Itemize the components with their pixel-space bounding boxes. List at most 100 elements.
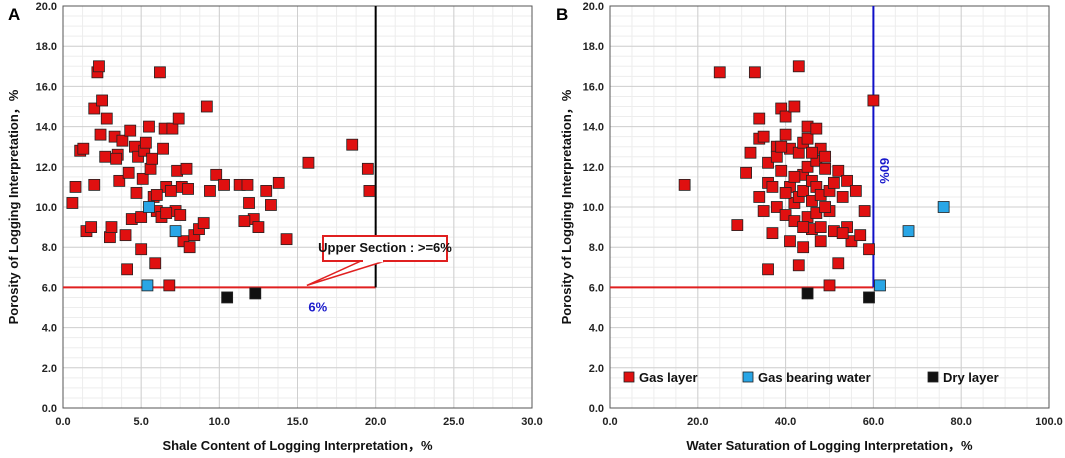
panel-a-point-gas-layer — [204, 185, 216, 197]
panel-b-point-gas-layer — [810, 122, 823, 135]
panel-a-point-gas-layer — [238, 215, 251, 227]
panel-b-legend-label: Gas bearing water — [758, 370, 871, 385]
panel-a-point-gas-layer — [144, 162, 157, 175]
panel-a-point-gas-layer — [136, 172, 149, 185]
panel-a-point-gas-layer — [172, 112, 185, 125]
panel-a-y-tick-label: 10.0 — [36, 202, 57, 214]
panel-b-point-gas-layer — [762, 263, 774, 276]
panel-b-point-gas-layer — [766, 227, 779, 240]
panel-b-point-gas-layer — [806, 195, 818, 207]
panel-a-point-gas-layer — [149, 257, 162, 270]
panel-b-point-gas-layer — [779, 110, 792, 123]
panel-b-point-gas-layer — [832, 257, 845, 270]
panel-b-point-gas-layer — [792, 259, 805, 272]
panel-a-x-axis-label: Shale Content of Logging Interpretation，… — [162, 438, 433, 453]
panel-b-point-gas-layer — [788, 100, 801, 113]
panel-a-point-gas-layer — [130, 187, 143, 199]
panel-a-point-gas-layer — [66, 197, 79, 209]
panel-b-y-tick-label: 2.0 — [589, 363, 604, 375]
panel-b-point-gas-layer — [744, 146, 757, 159]
panel-b-x-tick-label: 20.0 — [687, 416, 708, 428]
panel-b-point-gas-layer — [792, 146, 805, 159]
panel-b-legend-swatch — [927, 371, 939, 383]
panel-b-point-gas-layer — [863, 243, 875, 256]
panel-b-point-gas-layer — [775, 140, 788, 153]
panel-a-callout-box — [322, 235, 448, 262]
panel-b-point-gas-layer — [757, 130, 770, 143]
panel-b-y-tick-label: 0.0 — [589, 403, 604, 415]
panel-a-point-gas-layer — [132, 150, 144, 163]
panel-b-point-gas-layer — [845, 235, 858, 248]
panel-a-point-gas-layer — [180, 162, 193, 175]
panel-b-point-gas-layer — [792, 60, 805, 73]
panel-b-point-gas-layer — [779, 128, 792, 141]
panel-a-point-gas-layer — [85, 221, 98, 234]
panel-b-point-gas-layer — [806, 146, 818, 159]
panel-b-point-gas-layer — [753, 191, 766, 203]
panel-a-point-gas-layer — [218, 178, 230, 191]
panel-a-point-gas-layer — [93, 60, 105, 73]
panel-a-callout-pointer — [306, 260, 386, 287]
panel-a-point-gas-layer — [260, 185, 273, 197]
panel-a-y-tick-label: 2.0 — [42, 363, 57, 375]
panel-a-point-gas-layer — [146, 152, 159, 165]
panel-b-legend-swatch — [742, 371, 754, 383]
panel-b-point-gas-layer — [814, 221, 827, 234]
panel-a-point-gas-layer — [182, 183, 194, 195]
panel-a-point-gas-layer — [105, 221, 118, 234]
panel-b-point-gas-layer — [858, 205, 871, 217]
panel-a-point-gas-layer — [346, 138, 359, 151]
panel-a-point-gas-layer — [119, 229, 132, 242]
panel-a-point-gas-layer — [164, 185, 177, 197]
panel-a-point-gas-layer — [88, 102, 101, 115]
panel-a-point-gas-layer — [302, 156, 315, 169]
panel-a-point-gas-layer — [163, 279, 176, 292]
panel-a-y-tick-label: 20.0 — [36, 1, 57, 13]
panel-b-point-gas-layer — [814, 235, 827, 248]
panel-b-point-gas-layer — [819, 150, 832, 163]
panel-a-callout-text: Upper Section : >=6% — [318, 240, 452, 255]
panel-b-point-gas-layer — [841, 174, 853, 187]
panel-b-point-dry-layer — [863, 291, 875, 304]
panel-a-point-gas-layer — [252, 221, 265, 234]
panel-a-y-tick-label: 0.0 — [42, 403, 57, 415]
panel-b-point-gas-layer — [849, 185, 862, 197]
panel-b-point-gas-layer — [827, 176, 840, 189]
panel-a-x-tick-label: 30.0 — [521, 416, 542, 428]
panel-b-x-tick-label: 100.0 — [1035, 416, 1063, 428]
panel-b-point-gas-layer — [731, 219, 744, 231]
panel-a-point-gas-layer — [110, 152, 123, 165]
panel-a-point-gas-layer — [166, 122, 179, 135]
panel-a-point-gas-layer — [135, 211, 148, 223]
panel-a-x-tick-label: 5.0 — [134, 416, 149, 428]
panel-b-point-gas-layer — [797, 241, 810, 254]
panel-a-y-tick-label: 12.0 — [36, 162, 57, 174]
panel-b-point-gas-layer — [740, 166, 752, 179]
panel-b-point-gas-layer — [867, 94, 880, 107]
panel-b-x-tick-label: 80.0 — [950, 416, 971, 428]
panel-a-point-gas-layer — [96, 94, 108, 107]
panel-a-point-gas-layer — [116, 134, 129, 147]
panel-a-point-gas-bearing-water — [169, 225, 182, 238]
panel-b-point-gas-layer — [757, 205, 770, 217]
panel-b-y-tick-label: 16.0 — [583, 81, 604, 93]
panel-b-point-gas-layer — [832, 164, 845, 177]
panel-a-point-gas-layer — [183, 241, 196, 254]
panel-b-y-tick-label: 4.0 — [589, 323, 604, 335]
panel-a-point-gas-layer — [122, 166, 135, 179]
panel-b-y-tick-label: 10.0 — [583, 202, 604, 214]
panel-a-point-gas-layer — [77, 142, 90, 155]
panel-b-point-gas-layer — [836, 191, 849, 203]
panel-a-point-gas-layer — [243, 197, 255, 209]
panel-a-point-gas-bearing-water — [143, 201, 155, 213]
panel-a-point-gas-layer — [69, 180, 82, 193]
panel-a-threshold-label: 6% — [308, 299, 327, 314]
panel-b-point-gas-bearing-water — [874, 279, 886, 292]
panel-a-point-gas-layer — [99, 150, 112, 163]
panel-a-point-gas-layer — [272, 176, 285, 189]
panel-b-legend-label: Gas layer — [639, 370, 698, 385]
panel-b-x-tick-label: 0.0 — [602, 416, 617, 428]
panel-b-point-gas-layer — [775, 164, 788, 177]
panel-b-point-gas-layer — [779, 209, 792, 221]
panel-b-point-dry-layer — [801, 287, 814, 300]
